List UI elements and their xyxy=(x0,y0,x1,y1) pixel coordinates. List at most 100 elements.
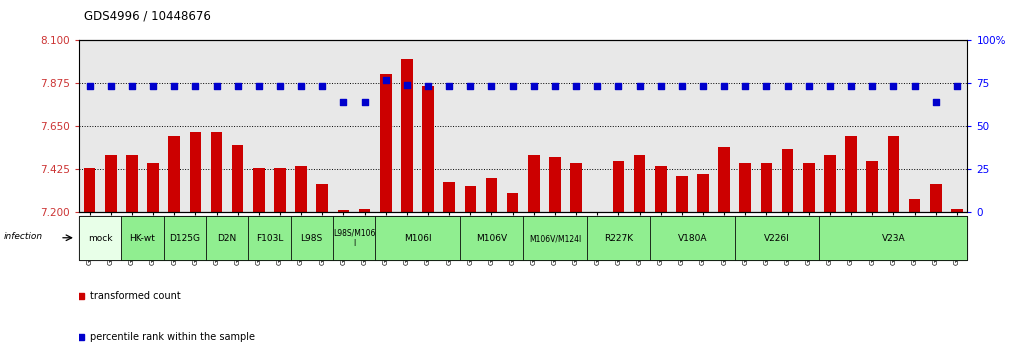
Point xyxy=(674,83,690,89)
Point xyxy=(420,83,437,89)
Text: M106V: M106V xyxy=(476,234,508,243)
Point xyxy=(250,83,266,89)
Point xyxy=(928,99,944,105)
Point xyxy=(441,83,457,89)
Bar xyxy=(930,184,941,212)
Point xyxy=(145,83,161,89)
Bar xyxy=(291,216,333,260)
Text: R227K: R227K xyxy=(604,234,633,243)
Point xyxy=(293,83,309,89)
Point xyxy=(230,83,246,89)
Bar xyxy=(79,216,122,260)
Bar xyxy=(909,199,921,212)
Bar xyxy=(650,216,734,260)
Point xyxy=(399,82,415,88)
Bar xyxy=(697,174,709,212)
Bar xyxy=(248,216,291,260)
Text: HK-wt: HK-wt xyxy=(130,234,155,243)
Bar xyxy=(734,216,820,260)
Bar xyxy=(570,163,581,212)
Bar xyxy=(401,59,412,212)
Point xyxy=(885,83,902,89)
Point xyxy=(843,83,859,89)
Bar xyxy=(147,163,159,212)
Point xyxy=(737,83,754,89)
Text: infection: infection xyxy=(4,232,44,241)
Bar xyxy=(528,155,540,212)
Bar xyxy=(375,216,460,260)
Bar xyxy=(164,216,206,260)
Text: V180A: V180A xyxy=(678,234,707,243)
Text: percentile rank within the sample: percentile rank within the sample xyxy=(90,332,255,342)
Point xyxy=(209,83,225,89)
Bar xyxy=(460,216,523,260)
Bar xyxy=(820,216,967,260)
Point xyxy=(357,99,373,105)
Point xyxy=(780,83,796,89)
Point xyxy=(631,83,647,89)
Bar xyxy=(951,208,962,212)
Bar xyxy=(84,168,95,212)
Bar xyxy=(253,168,264,212)
Bar xyxy=(316,184,328,212)
Point xyxy=(102,83,119,89)
Bar xyxy=(337,211,349,212)
Text: L98S/M106
I: L98S/M106 I xyxy=(333,229,375,248)
Bar xyxy=(189,132,202,212)
Bar xyxy=(613,161,624,212)
Text: M106V/M124I: M106V/M124I xyxy=(529,234,581,243)
Point xyxy=(378,77,394,82)
Bar xyxy=(211,132,222,212)
Text: GDS4996 / 10448676: GDS4996 / 10448676 xyxy=(84,9,211,22)
Text: V23A: V23A xyxy=(881,234,906,243)
Text: D125G: D125G xyxy=(169,234,201,243)
Point xyxy=(504,83,521,89)
Bar xyxy=(422,86,434,212)
Point xyxy=(314,83,330,89)
Bar xyxy=(782,149,793,212)
Bar xyxy=(718,147,730,212)
Bar xyxy=(126,155,138,212)
Point xyxy=(949,83,965,89)
Point xyxy=(462,83,478,89)
Point xyxy=(800,83,816,89)
Text: transformed count: transformed count xyxy=(90,291,181,301)
Bar xyxy=(444,182,455,212)
Bar xyxy=(296,166,307,212)
Text: mock: mock xyxy=(88,234,112,243)
Bar xyxy=(654,166,667,212)
Bar xyxy=(587,216,650,260)
Text: F103L: F103L xyxy=(255,234,283,243)
Point xyxy=(166,83,182,89)
Text: M106I: M106I xyxy=(403,234,432,243)
Bar xyxy=(506,193,519,212)
Bar xyxy=(739,163,751,212)
Bar xyxy=(168,136,180,212)
Bar xyxy=(761,163,772,212)
Point xyxy=(716,83,732,89)
Bar xyxy=(825,155,836,212)
Bar xyxy=(866,161,878,212)
Point xyxy=(335,99,352,105)
Bar xyxy=(333,216,375,260)
Point xyxy=(81,83,97,89)
Point xyxy=(590,83,606,89)
Point xyxy=(187,83,204,89)
Point xyxy=(652,83,669,89)
Point xyxy=(759,83,775,89)
Point xyxy=(271,83,288,89)
Bar xyxy=(549,157,561,212)
Bar xyxy=(206,216,248,260)
Text: D2N: D2N xyxy=(218,234,237,243)
Bar xyxy=(887,136,900,212)
Bar xyxy=(485,178,497,212)
Bar xyxy=(105,155,116,212)
Bar xyxy=(275,168,286,212)
Point xyxy=(526,83,542,89)
Bar xyxy=(465,185,476,212)
Point xyxy=(864,83,880,89)
Point xyxy=(822,83,838,89)
Bar xyxy=(634,155,645,212)
Bar xyxy=(845,136,857,212)
Bar xyxy=(803,163,814,212)
